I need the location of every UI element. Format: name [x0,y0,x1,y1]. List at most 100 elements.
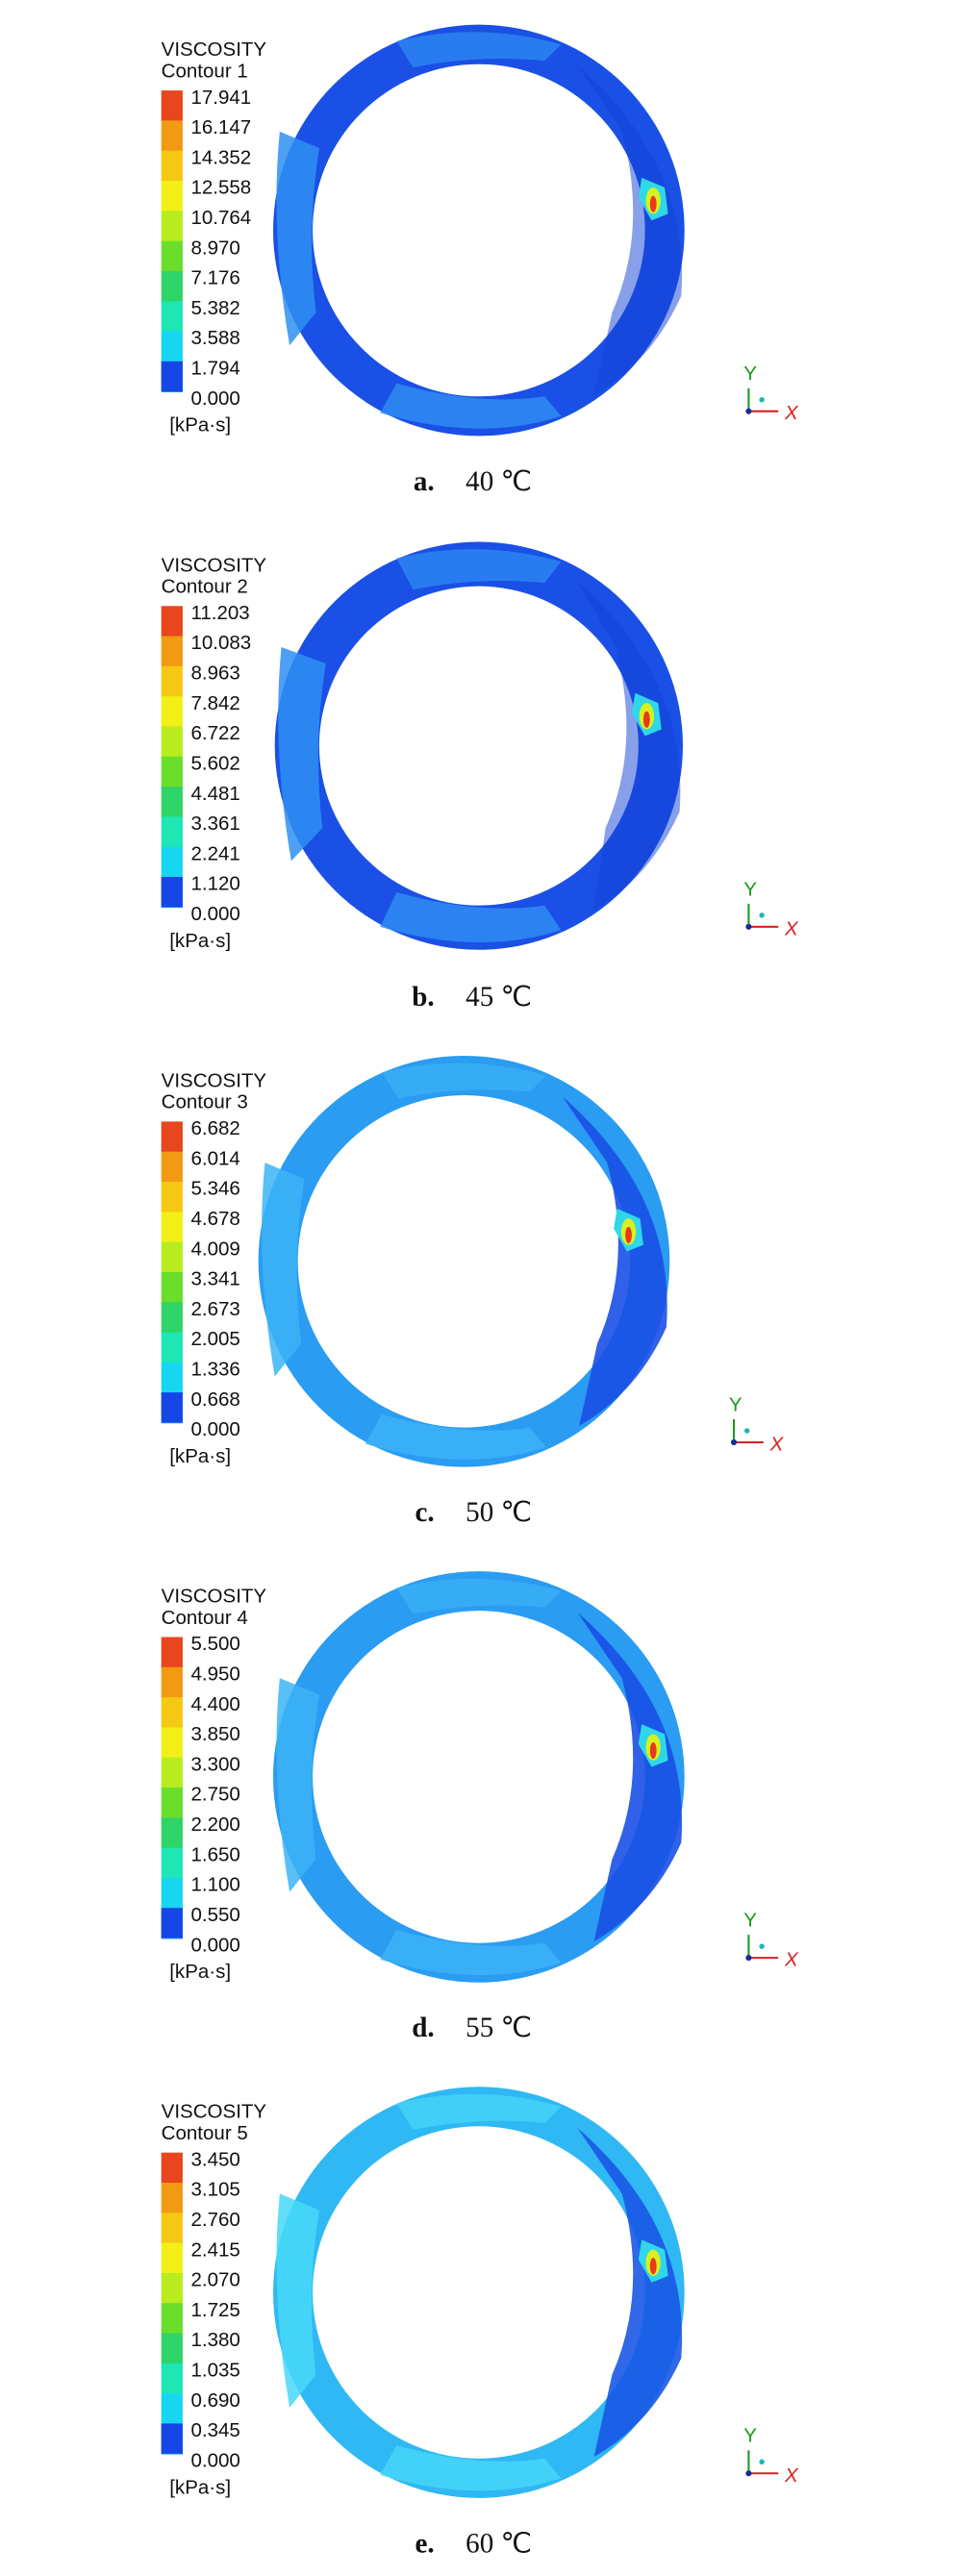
legend-level: 3.588 [190,327,239,349]
color-swatch [161,1362,183,1393]
legend-level: 7.176 [190,267,239,289]
legend-level: 1.120 [190,873,239,895]
color-swatch [161,2213,183,2244]
legend-title: VISCOSITY [162,1069,267,1091]
legend-title: VISCOSITY [162,38,267,61]
legend-contour: Contour 5 [162,2122,248,2144]
contour-patch [365,1413,546,1460]
legend-level: 10.083 [190,632,251,654]
axis-x-label: X [784,1949,799,1971]
color-swatch [161,696,183,728]
color-swatch [161,240,183,272]
axis-origin [745,408,752,414]
color-swatch [161,1847,183,1879]
legend-level: 1.336 [190,1359,239,1381]
legend-level: 5.382 [190,297,239,319]
contour-patch [262,1163,305,1377]
legend-level: 0.000 [190,388,239,410]
legend-level: 5.602 [190,752,239,774]
color-swatch [161,1727,183,1759]
legend-level: 0.345 [190,2419,239,2441]
legend-level: 8.970 [190,237,239,259]
legend-level: 5.346 [190,1178,239,1200]
axis-z [759,1943,765,1949]
color-swatch [161,1877,183,1910]
legend-level: 0.550 [190,1904,239,1926]
color-swatch [161,90,183,122]
contour-patch [380,383,562,429]
legend-level: 0.668 [190,1388,239,1411]
color-swatch [161,1121,183,1153]
legend-level: 1.035 [190,2359,239,2381]
caption-text: 60 ℃ [465,2528,532,2559]
legend-level: 2.760 [190,2209,239,2231]
color-swatch [161,2152,183,2184]
legend-level: 7.842 [190,692,239,714]
color-swatch [161,1908,183,1938]
legend-level: 6.722 [190,722,239,744]
color-swatch [161,1332,183,1363]
color-swatch [161,2272,183,2305]
legend-level: 6.682 [190,1117,239,1139]
caption-text: 50 ℃ [465,1497,532,1528]
legend-level: 1.100 [190,1874,239,1896]
color-swatch [161,665,183,698]
legend-level: 8.963 [190,663,239,685]
color-swatch [161,2363,183,2394]
legend-contour: Contour 1 [162,60,248,82]
legend-unit: [kPa·s] [169,414,231,437]
contour-patch [278,647,326,862]
axis-x-label: X [784,2464,799,2487]
caption-label: b. [412,982,434,1013]
color-swatch [161,2423,183,2454]
legend-level: 2.241 [190,842,239,864]
color-swatch [161,846,183,878]
contour-dark [577,581,681,911]
contour-patch [380,891,562,943]
legend-level: 0.000 [190,903,239,925]
axis-z [759,2459,765,2465]
color-swatch [161,1181,183,1213]
color-swatch [161,331,183,363]
legend-level: 3.850 [190,1723,239,1745]
legend-level: 4.481 [190,783,239,805]
contour-patch [276,131,319,346]
color-swatch [161,1241,183,1273]
color-swatch [161,1302,183,1334]
legend-level: 0.000 [190,1418,239,1440]
caption-text: 55 ℃ [465,2013,532,2043]
legend-level: 5.500 [190,1633,239,1655]
color-swatch [161,1271,183,1304]
legend-unit: [kPa·s] [169,2476,231,2498]
contour-patch [396,2093,562,2130]
color-swatch [161,1212,183,1243]
color-swatch [161,270,183,303]
legend-level: 4.400 [190,1693,239,1715]
legend-level: 2.200 [190,1813,239,1836]
color-swatch [161,361,183,392]
color-swatch [161,1697,183,1729]
contour-dark [577,1612,683,1942]
legend-level: 10.764 [190,207,251,229]
legend-unit: [kPa·s] [169,1961,231,1983]
axis-z [743,1428,750,1434]
caption-label: a. [414,466,435,497]
axis-y-label: Y [743,2425,757,2447]
hotspot [649,1742,657,1760]
hotspot [625,1226,632,1243]
legend-level: 1.380 [190,2329,239,2351]
contour-dark [577,65,683,395]
contour-patch [396,32,562,68]
legend-level: 16.147 [190,116,251,138]
color-swatch [161,1757,183,1788]
contour-dark [563,1096,667,1426]
axis-origin [745,923,752,930]
legend-contour: Contour 4 [162,1607,248,1629]
color-swatch [161,181,183,213]
legend-level: 2.005 [190,1328,239,1350]
caption-label: e. [415,2528,434,2559]
hotspot [642,711,650,728]
